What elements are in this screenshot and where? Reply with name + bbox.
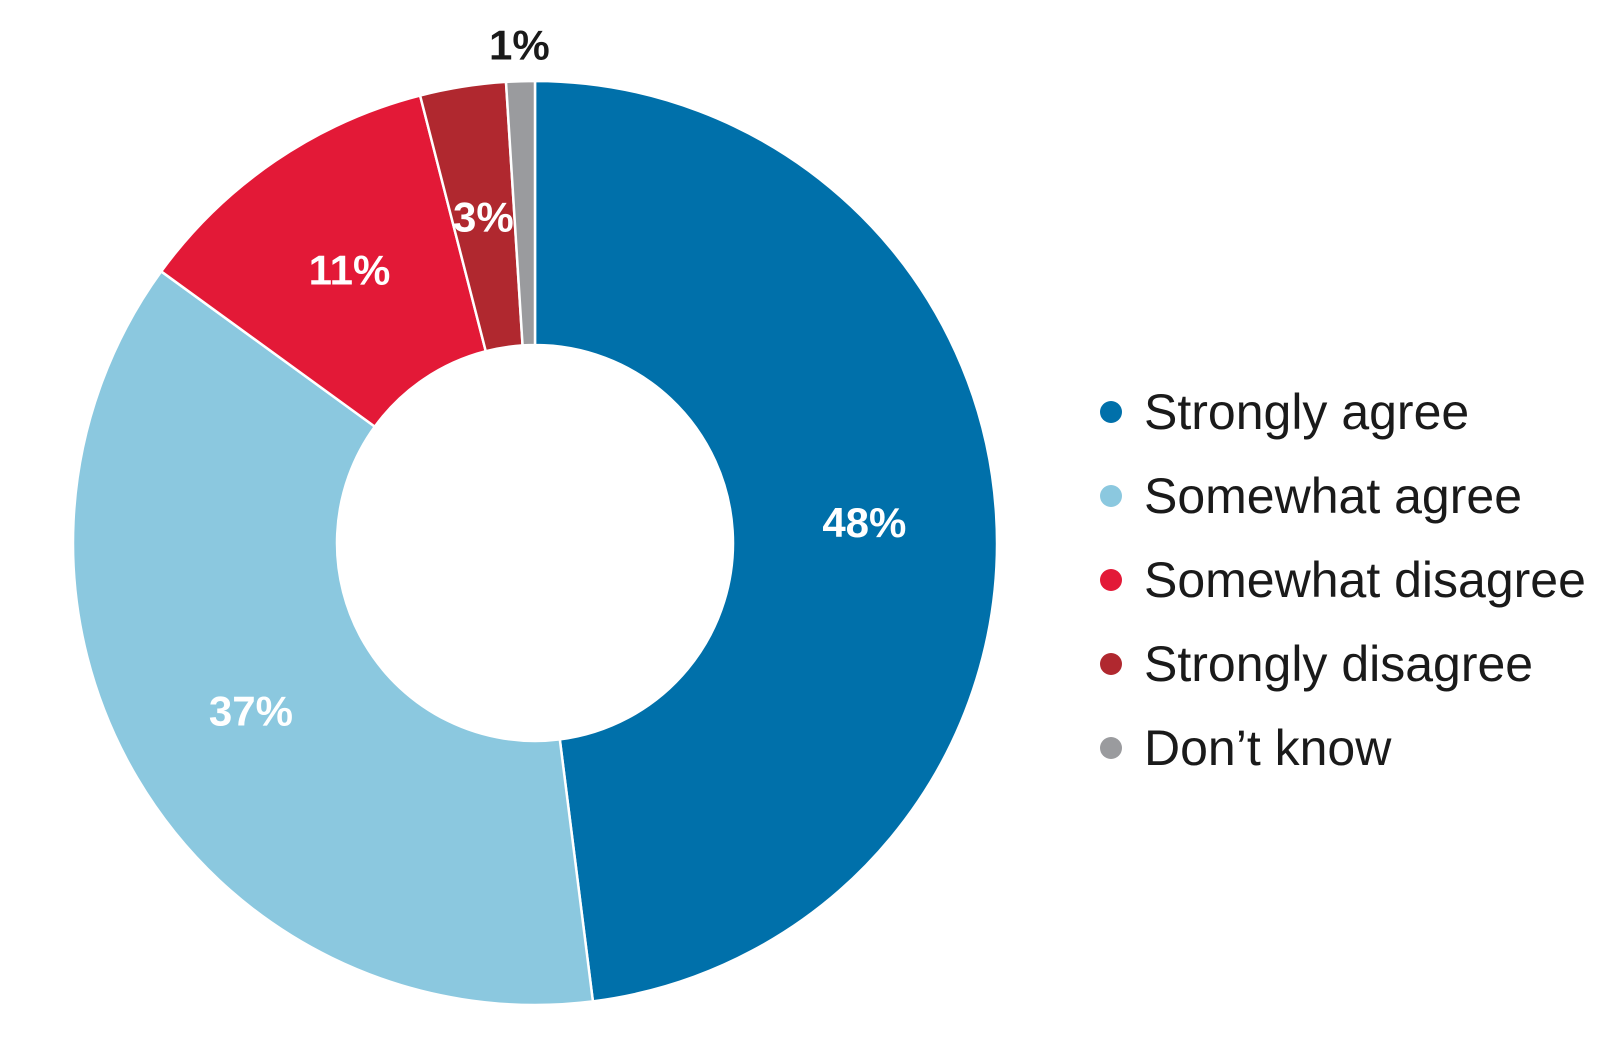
slice-label-strongly-disagree: 3% bbox=[453, 194, 514, 241]
slice-label-somewhat-agree: 37% bbox=[209, 687, 293, 734]
legend-item-strongly-disagree: Strongly disagree bbox=[1100, 622, 1586, 706]
legend-item-somewhat-disagree: Somewhat disagree bbox=[1100, 538, 1586, 622]
slice-label-don-t-know: 1% bbox=[489, 22, 550, 69]
slice-strongly-agree bbox=[533, 79, 999, 1003]
legend-swatch bbox=[1100, 485, 1122, 507]
legend-item-dont-know: Don’t know bbox=[1100, 706, 1586, 790]
chart-legend: Strongly agree Somewhat agree Somewhat d… bbox=[1100, 370, 1586, 790]
legend-label: Strongly disagree bbox=[1144, 636, 1534, 692]
legend-label: Don’t know bbox=[1144, 720, 1392, 776]
legend-swatch bbox=[1100, 569, 1122, 591]
legend-item-strongly-agree: Strongly agree bbox=[1100, 370, 1586, 454]
slice-don-t-know bbox=[504, 79, 537, 347]
slice-somewhat-agree bbox=[71, 269, 595, 1007]
legend-label: Somewhat agree bbox=[1144, 468, 1523, 524]
legend-swatch bbox=[1100, 401, 1122, 423]
chart-slices bbox=[71, 79, 999, 1007]
legend-swatch bbox=[1100, 737, 1122, 759]
slice-label-strongly-agree: 48% bbox=[822, 499, 906, 546]
legend-swatch bbox=[1100, 653, 1122, 675]
slice-label-somewhat-disagree: 11% bbox=[309, 247, 391, 294]
legend-label: Strongly agree bbox=[1144, 384, 1470, 440]
legend-item-somewhat-agree: Somewhat agree bbox=[1100, 454, 1586, 538]
legend-label: Somewhat disagree bbox=[1144, 552, 1586, 608]
chart-slice-labels: 48% 37% 11% 3% 1% bbox=[209, 22, 906, 735]
slice-somewhat-disagree bbox=[159, 93, 488, 429]
